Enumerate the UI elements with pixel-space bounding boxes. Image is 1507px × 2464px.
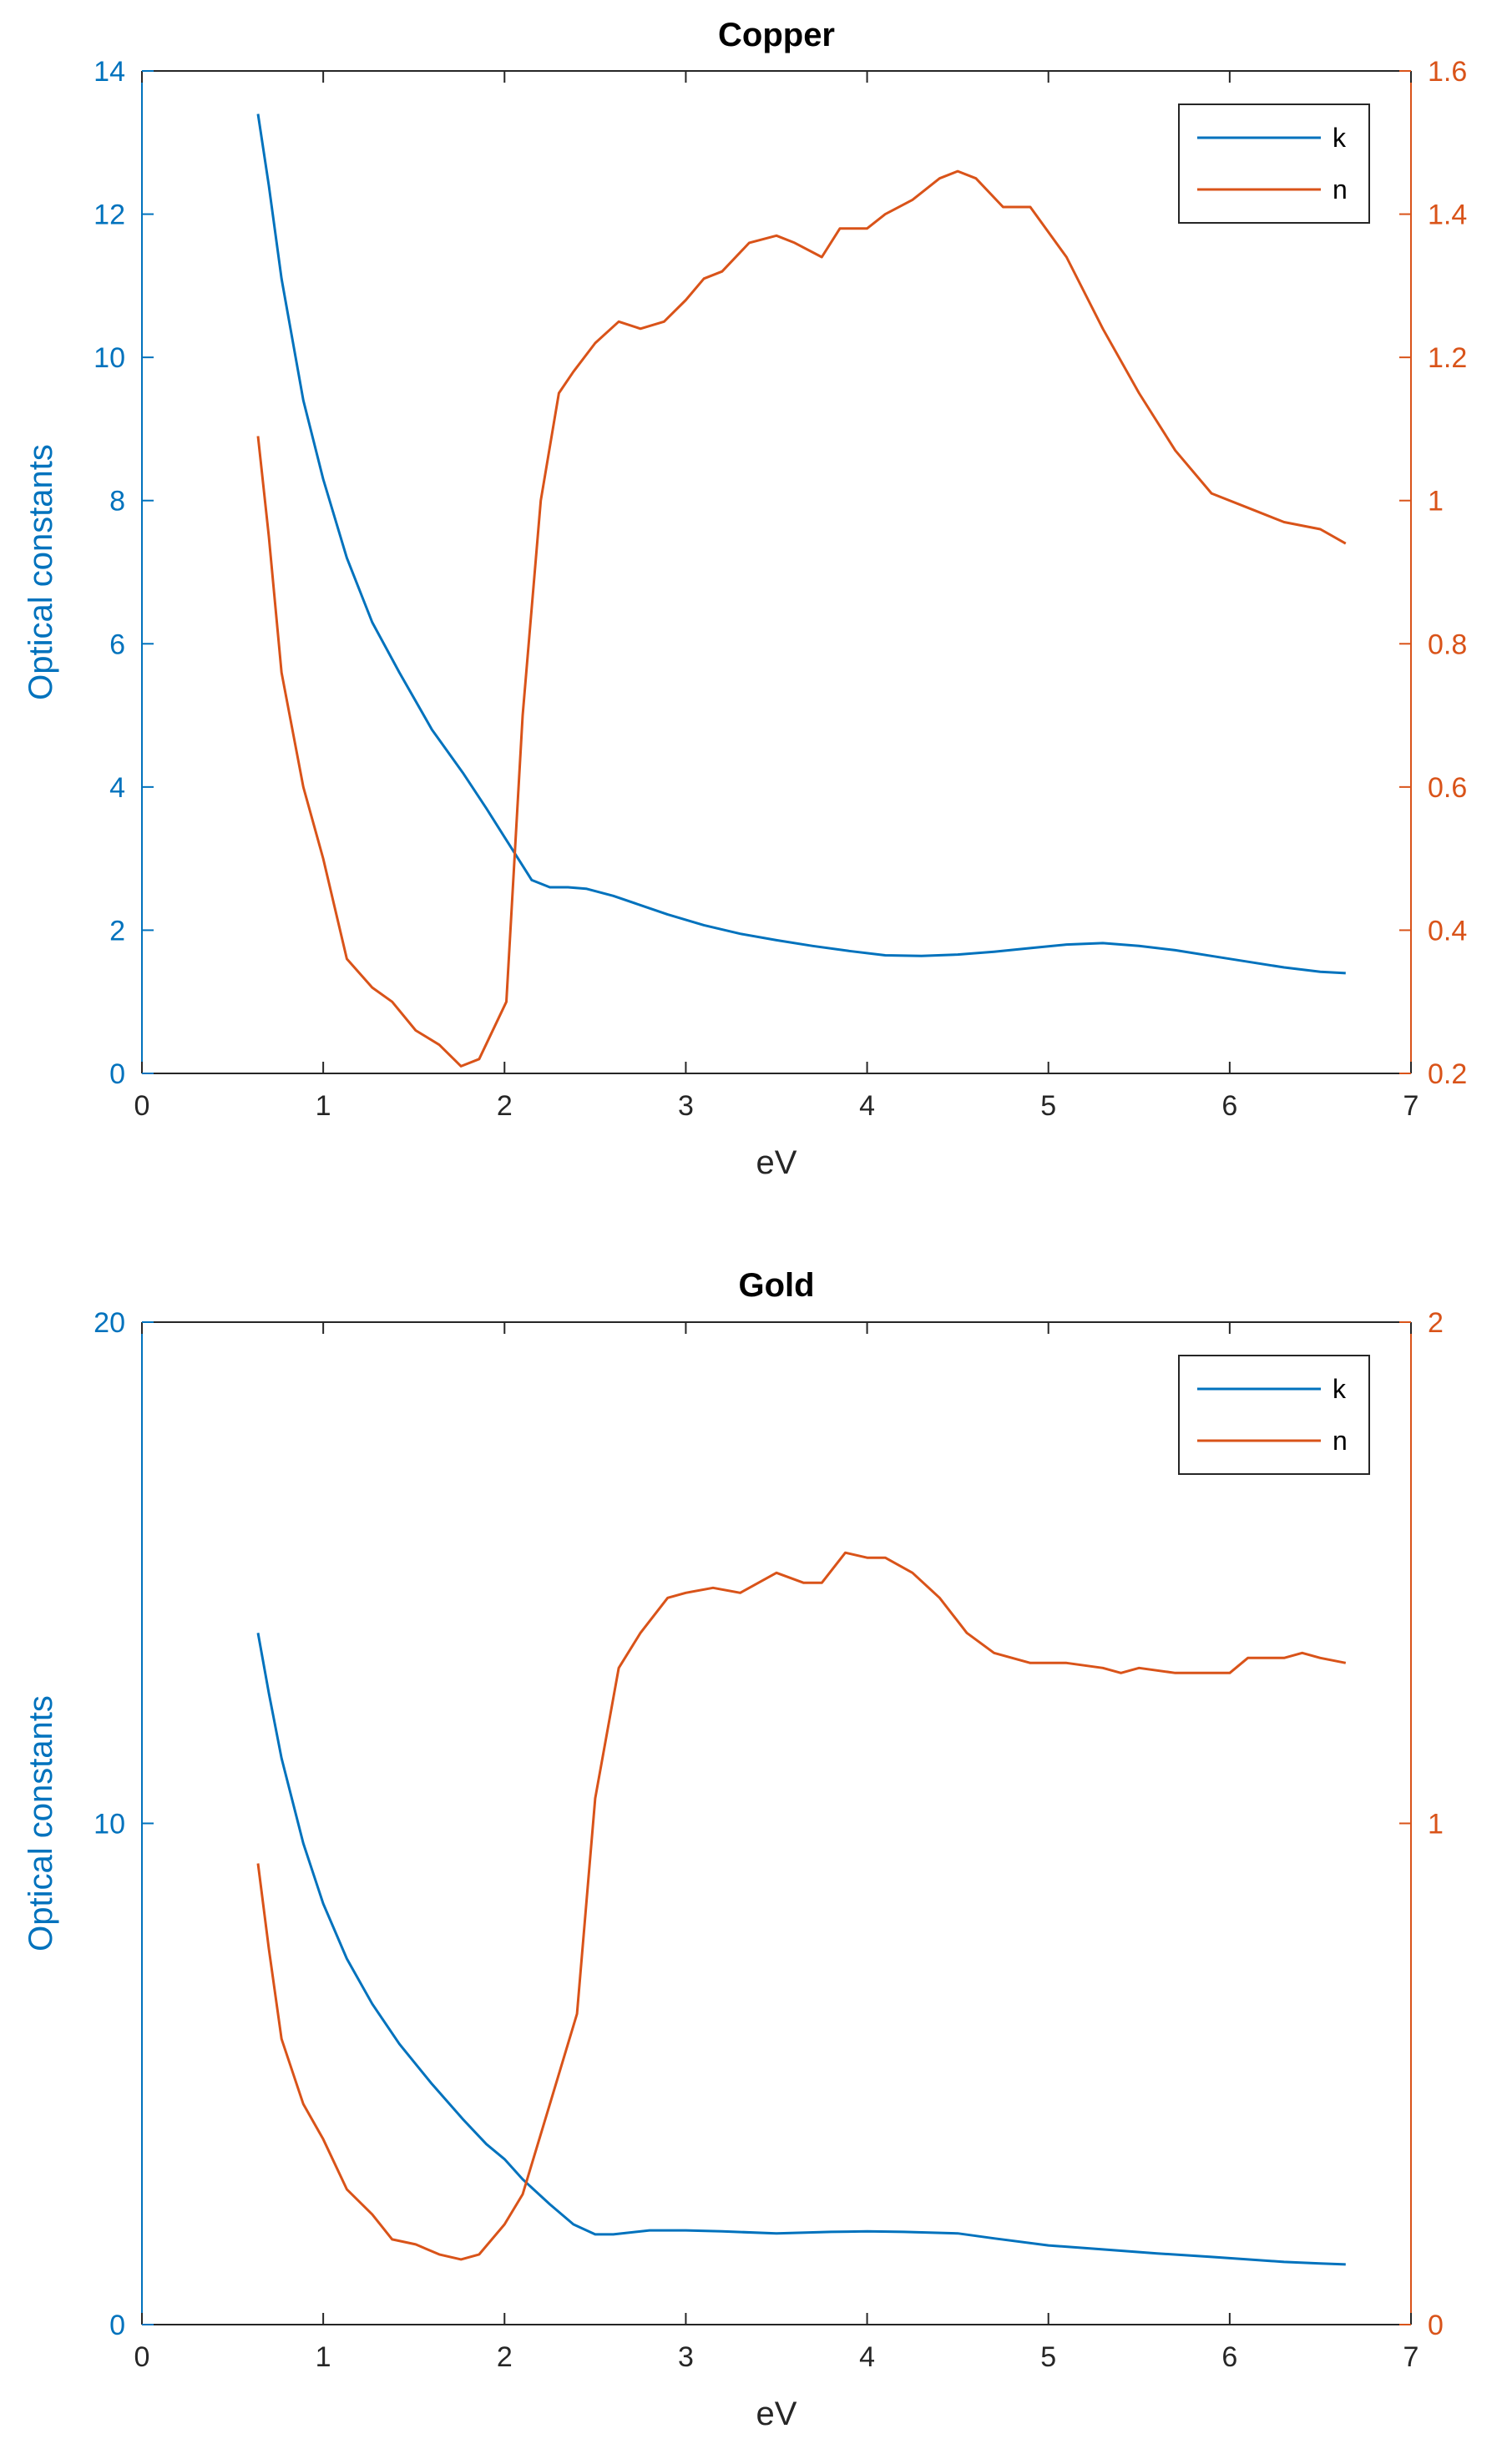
copper-left-tick-label: 4 xyxy=(109,772,125,804)
copper-x-axis-label: eV xyxy=(756,1144,797,1181)
copper-x-tick-label: 1 xyxy=(316,1090,331,1122)
copper-legend-label-k: k xyxy=(1333,123,1347,153)
gold-left-tick-label: 10 xyxy=(94,1809,125,1840)
gold-x-tick-label: 0 xyxy=(134,2341,150,2373)
copper-left-tick-label: 6 xyxy=(109,629,125,660)
copper-x-tick-label: 7 xyxy=(1403,1090,1419,1122)
copper-x-tick-label: 6 xyxy=(1221,1090,1237,1122)
copper-left-tick-label: 0 xyxy=(109,1058,125,1090)
gold-y-axis-label: Optical constants xyxy=(23,1695,59,1952)
gold-right-tick-label: 0 xyxy=(1428,2310,1444,2341)
copper-x-tick-label: 2 xyxy=(497,1090,513,1122)
gold-x-tick-label: 1 xyxy=(316,2341,331,2373)
copper-left-tick-label: 12 xyxy=(94,199,125,231)
copper-right-tick-label: 0.4 xyxy=(1428,915,1467,947)
copper-right-tick-label: 1.6 xyxy=(1428,56,1467,88)
copper-plot-title: Copper xyxy=(718,17,835,53)
gold-x-tick-label: 6 xyxy=(1221,2341,1237,2373)
gold-x-tick-label: 7 xyxy=(1403,2341,1419,2373)
copper-x-tick-label: 0 xyxy=(134,1090,150,1122)
copper-x-tick-label: 3 xyxy=(678,1090,694,1122)
copper-series-k-line xyxy=(256,114,1346,975)
copper-left-tick-label: 10 xyxy=(94,342,125,374)
gold-legend-label-n: n xyxy=(1333,1426,1348,1456)
gold-legend: kn xyxy=(1178,1355,1370,1475)
gold-right-tick-label: 1 xyxy=(1428,1809,1444,1840)
copper-legend: kn xyxy=(1178,104,1370,224)
gold-x-tick-label: 4 xyxy=(859,2341,875,2373)
copper-legend-box xyxy=(1178,104,1370,224)
copper-legend-label-n: n xyxy=(1333,174,1348,204)
gold-x-tick-label: 5 xyxy=(1040,2341,1056,2373)
gold-x-tick-label: 3 xyxy=(678,2341,694,2373)
gold-x-tick-label: 2 xyxy=(497,2341,513,2373)
copper-series-n-line xyxy=(256,169,1347,1068)
copper-right-tick-label: 0.6 xyxy=(1428,772,1467,804)
gold-right-tick-label: 2 xyxy=(1428,1307,1444,1339)
copper-x-tick-label: 5 xyxy=(1040,1090,1056,1122)
copper-left-tick-label: 2 xyxy=(109,915,125,947)
gold-legend-label-k: k xyxy=(1333,1374,1347,1404)
copper-plot: Copper 0 1 2 3 4 5 6 7024681012140.20.40.60.811… xyxy=(23,17,1467,1181)
copper-left-tick-label: 14 xyxy=(94,56,125,88)
copper-right-tick-label: 1.2 xyxy=(1428,342,1467,374)
copper-left-tick-label: 8 xyxy=(109,486,125,518)
copper-right-tick-label: 1 xyxy=(1428,486,1444,518)
copper-x-tick-label: 4 xyxy=(859,1090,875,1122)
gold-x-axis-label: eV xyxy=(756,2396,797,2432)
copper-y-axis-label: Optical constants xyxy=(23,444,59,700)
copper-right-tick-label: 0.8 xyxy=(1428,629,1467,660)
gold-series-k-line xyxy=(256,1633,1346,2266)
copper-right-tick-label: 0.2 xyxy=(1428,1058,1467,1090)
gold-left-tick-label: 20 xyxy=(94,1307,125,1339)
gold-plot-title: Gold xyxy=(738,1267,814,1304)
gold-legend-box xyxy=(1178,1355,1370,1475)
gold-series-n-line xyxy=(256,1551,1347,2261)
gold-left-tick-label: 0 xyxy=(109,2310,125,2341)
copper-right-tick-label: 1.4 xyxy=(1428,199,1467,231)
